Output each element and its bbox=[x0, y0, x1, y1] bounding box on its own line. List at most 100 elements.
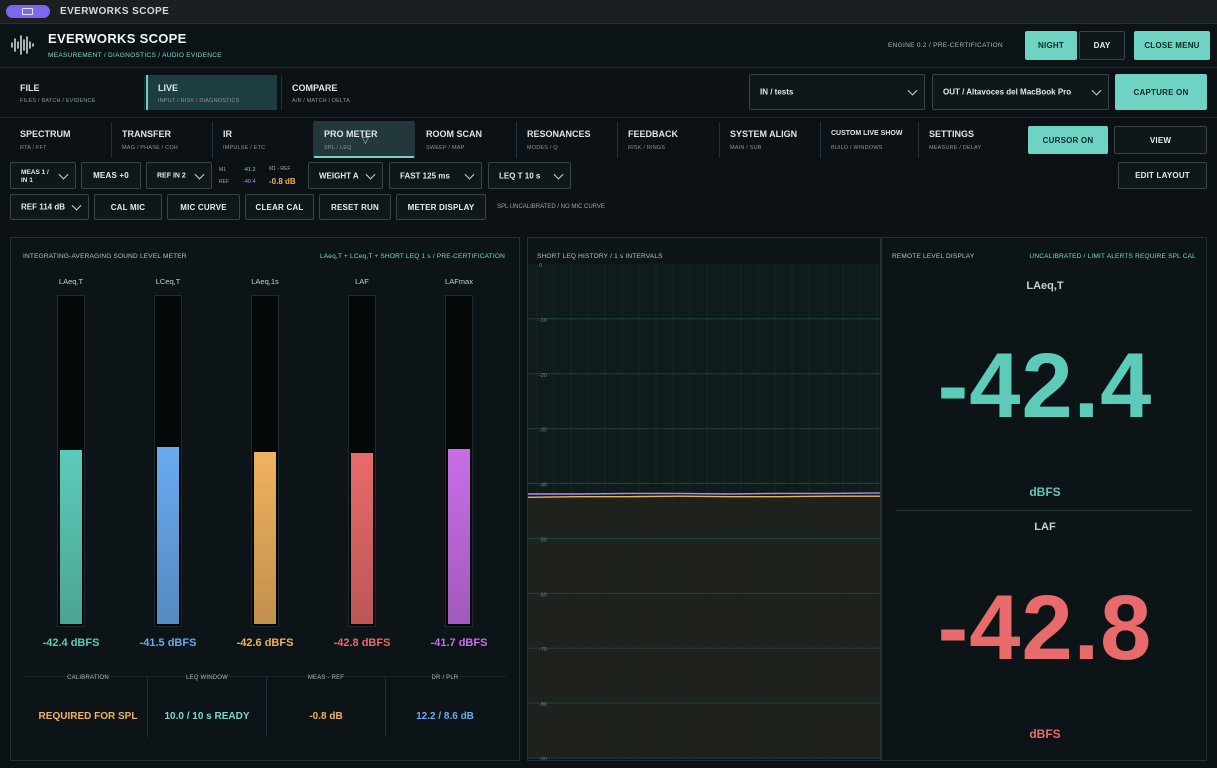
delta-readout: M1 -41.2 REF -40.4 M1 - REF -0.8 dB bbox=[219, 166, 296, 186]
meter-value: -42.8 dBFS bbox=[333, 637, 391, 649]
y-tick-label: -30 bbox=[539, 428, 547, 434]
tool-tab-system-align[interactable]: SYSTEM ALIGN MAIN / SUB bbox=[730, 129, 798, 151]
chevron-down-icon bbox=[58, 169, 69, 180]
view-button[interactable]: VIEW bbox=[1114, 126, 1207, 154]
y-tick-label: 0 bbox=[539, 263, 542, 269]
tool-tab-ir[interactable]: IR IMPULSE / ETC bbox=[223, 129, 266, 151]
meter-value: -42.4 dBFS bbox=[42, 637, 100, 649]
leq-history-panel: SHORT LEQ HISTORY / 1 s INTERVALS 0 -10 -2… bbox=[527, 237, 881, 761]
stat-value: 12.2 / 8.6 dB bbox=[416, 711, 474, 722]
meter-label: LAeq,T bbox=[58, 277, 84, 286]
stat-heading: DR / PLR bbox=[431, 675, 459, 681]
remote-title: REMOTE LEVEL DISPLAY bbox=[892, 253, 975, 260]
capture-button[interactable]: CAPTURE ON bbox=[1115, 74, 1207, 110]
night-mode-button[interactable]: NIGHT bbox=[1025, 31, 1077, 60]
waveform-logo-icon bbox=[11, 35, 34, 55]
level-meter-fill bbox=[60, 450, 82, 624]
tab-file[interactable]: FILE FILES / BATCH / EVIDENCE bbox=[20, 83, 96, 104]
y-tick-label: -80 bbox=[539, 702, 547, 708]
reference-input-select[interactable]: REF IN 2 bbox=[146, 162, 212, 189]
app-title: EVERWORKS SCOPE bbox=[48, 31, 187, 46]
leq-history-chart: 0 -10 -20 -30 -40 -50 -60 -70 -80 -90 bbox=[528, 263, 880, 760]
remote-tag: UNCALIBRATED / LIMIT ALERTS REQUIRE SPL … bbox=[1029, 253, 1196, 260]
input-select[interactable]: IN / tests bbox=[749, 74, 925, 110]
secondary-metric-value: -42.8 bbox=[937, 577, 1153, 679]
y-tick-label: -60 bbox=[539, 592, 547, 598]
history-title: SHORT LEQ HISTORY / 1 s INTERVALS bbox=[537, 253, 663, 260]
stat-heading: LEQ WINDOW bbox=[186, 675, 228, 681]
tool-tab-settings[interactable]: SETTINGS MEASURE / DELAY bbox=[929, 129, 982, 151]
tool-tab-feedback[interactable]: FEEDBACK RISK / RINGS bbox=[628, 129, 679, 151]
level-meter-fill bbox=[157, 447, 179, 624]
cal-mic-button[interactable]: CAL MIC bbox=[94, 194, 162, 220]
leq-period-select[interactable]: LEQ T 10 s bbox=[488, 162, 571, 189]
history-area-fill bbox=[528, 497, 880, 758]
clear-cal-button[interactable]: CLEAR CAL bbox=[245, 194, 314, 220]
reset-run-button[interactable]: RESET RUN bbox=[319, 194, 391, 220]
meter-label: LAF bbox=[355, 277, 369, 286]
level-meter-bar bbox=[154, 295, 182, 627]
tool-tab-transfer[interactable]: TRANSFER MAG / PHASE / COH bbox=[122, 129, 178, 151]
level-meter-bar bbox=[251, 295, 279, 627]
edit-layout-button[interactable]: EDIT LAYOUT bbox=[1118, 162, 1207, 189]
chevron-down-icon bbox=[194, 169, 205, 180]
cursor-toggle-button[interactable]: CURSOR ON bbox=[1028, 126, 1108, 154]
history-series-line-1 bbox=[528, 495, 880, 498]
meter-label: LAeq,1s bbox=[251, 277, 279, 286]
tool-tab-spectrum[interactable]: SPECTRUM RTA / FFT bbox=[20, 129, 71, 151]
y-tick-label: -10 bbox=[539, 318, 547, 324]
stat-value: -0.8 dB bbox=[309, 711, 343, 722]
primary-metric-unit: dBFS bbox=[1029, 485, 1061, 499]
window-title: EVERWORKS SCOPE bbox=[60, 6, 170, 17]
level-meter-bar bbox=[348, 295, 376, 627]
y-tick-label: -70 bbox=[539, 647, 547, 653]
meter-value: -41.7 dBFS bbox=[430, 637, 488, 649]
meter-label: LAFmax bbox=[445, 277, 473, 286]
day-mode-button[interactable]: DAY bbox=[1079, 31, 1125, 60]
meter-label: LCeq,T bbox=[155, 277, 181, 286]
close-menu-button[interactable]: CLOSE MENU bbox=[1134, 31, 1210, 60]
measurement-select[interactable]: MEAS 1 / IN 1 bbox=[10, 162, 76, 189]
panel-tag: LAeq,T + LCeq,T + SHORT LEQ 1 s / PRE-CE… bbox=[319, 253, 505, 260]
tab-live[interactable]: LIVE INPUT / RISK / DIAGNOSTICS bbox=[146, 75, 277, 110]
level-meter-fill bbox=[254, 452, 276, 624]
tool-tab-room-scan[interactable]: ROOM SCAN SWEEP / MAP bbox=[426, 129, 482, 151]
y-tick-label: -90 bbox=[539, 757, 547, 760]
tool-tab-pro-meter[interactable]: PRO METER SPL / LEQ ▽ bbox=[314, 121, 414, 158]
level-meter-bar bbox=[57, 295, 85, 627]
y-tick-label: -50 bbox=[539, 537, 547, 543]
stat-value: REQUIRED FOR SPL bbox=[38, 711, 138, 722]
meter-value: -41.5 dBFS bbox=[139, 637, 197, 649]
level-meter-bar bbox=[445, 295, 473, 627]
meter-value: -42.6 dBFS bbox=[236, 637, 294, 649]
pointer-cursor-icon: ▽ bbox=[362, 135, 369, 145]
secondary-metric-label: LAF bbox=[1034, 521, 1056, 533]
sound-level-meter-panel: INTEGRATING-AVERAGING SOUND LEVEL METER … bbox=[10, 237, 520, 761]
window-titlebar: EVERWORKS SCOPE bbox=[0, 0, 1217, 24]
engine-version: ENGINE 0.2 / PRE-CERTIFICATION bbox=[888, 42, 1003, 49]
tool-tab-custom-live-show[interactable]: CUSTOM LIVE SHOW BUILD / WINDOWS bbox=[831, 130, 903, 151]
output-select[interactable]: OUT / Altavoces del MacBook Pro bbox=[932, 74, 1109, 110]
history-series-line-0 bbox=[528, 492, 880, 495]
chevron-down-icon bbox=[907, 85, 918, 96]
mic-curve-button[interactable]: MIC CURVE bbox=[167, 194, 240, 220]
meter-display-button[interactable]: METER DISPLAY bbox=[396, 194, 486, 220]
window-icon[interactable] bbox=[6, 5, 50, 18]
weighting-select[interactable]: WEIGHT A bbox=[308, 162, 383, 189]
chevron-down-icon bbox=[71, 200, 82, 211]
app-header: EVERWORKS SCOPE MEASUREMENT / DIAGNOSTIC… bbox=[0, 24, 1217, 68]
chevron-down-icon bbox=[1091, 85, 1102, 96]
level-meter-fill bbox=[351, 453, 373, 624]
tool-tab-resonances[interactable]: RESONANCES MODES / Q bbox=[527, 129, 591, 151]
spl-status: SPL UNCALIBRATED / NO MIC CURVE bbox=[497, 204, 605, 210]
stat-heading: CALIBRATION bbox=[67, 675, 109, 681]
stat-value: 10.0 / 10 s READY bbox=[164, 711, 250, 722]
meas-offset-button[interactable]: MEAS +0 bbox=[81, 162, 141, 189]
primary-metric-label: LAeq,T bbox=[1026, 280, 1064, 292]
tab-compare[interactable]: COMPARE A/B / MATCH / DELTA bbox=[292, 83, 350, 104]
time-weighting-select[interactable]: FAST 125 ms bbox=[389, 162, 482, 189]
level-meter-fill bbox=[448, 449, 470, 624]
reference-level-select[interactable]: REF 114 dB bbox=[10, 194, 89, 220]
panel-title: INTEGRATING-AVERAGING SOUND LEVEL METER bbox=[23, 253, 187, 260]
chevron-down-icon bbox=[464, 169, 475, 180]
